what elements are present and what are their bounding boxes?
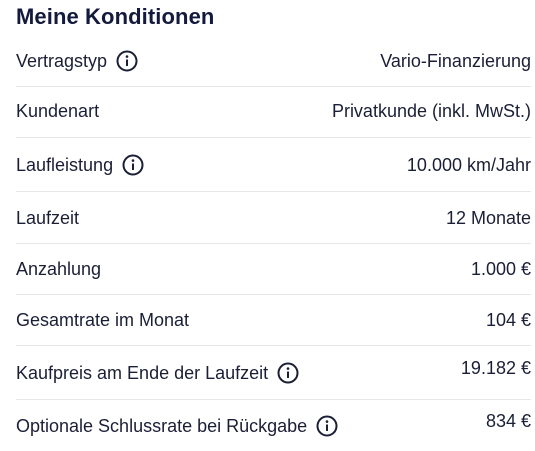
row-label: Kaufpreis am Ende der Laufzeit (16, 362, 269, 383)
condition-row-laufzeit: Laufzeit 12 Monate (16, 204, 531, 232)
condition-row-laufleistung: Laufleistung 10.000 km/Jahr (16, 151, 531, 179)
info-icon[interactable] (316, 415, 338, 437)
info-icon[interactable] (116, 50, 138, 72)
row-value: 104 € (485, 309, 531, 330)
divider (16, 243, 531, 244)
info-icon[interactable] (122, 154, 144, 176)
row-value: 19.182 € (460, 358, 531, 378)
divider (16, 191, 531, 192)
row-value: Privatkunde (inkl. MwSt.) (331, 100, 531, 121)
divider (16, 137, 531, 138)
section-title: Meine Konditionen (16, 4, 215, 29)
row-label: Laufleistung (16, 154, 114, 175)
condition-row-kaufpreis: Kaufpreis am Ende der Laufzeit 19.182 € (16, 358, 531, 388)
row-label: Laufzeit (16, 207, 80, 228)
divider (16, 294, 531, 295)
condition-row-anzahlung: Anzahlung 1.000 € (16, 255, 531, 283)
condition-row-schlussrate: Optionale Schlussrate bei Rückgabe 834 € (16, 411, 531, 441)
divider (16, 399, 531, 400)
condition-row-gesamtrate: Gesamtrate im Monat 104 € (16, 306, 531, 334)
row-value: 834 € (485, 411, 531, 431)
condition-row-vertragstyp: Vertragstyp Vario-Finanzierung (16, 47, 531, 75)
row-label: Gesamtrate im Monat (16, 309, 190, 330)
row-label: Anzahlung (16, 258, 102, 279)
divider (16, 86, 531, 87)
row-label: Optionale Schlussrate bei Rückgabe (16, 415, 308, 436)
row-value: 12 Monate (445, 207, 531, 228)
row-label: Vertragstyp (16, 50, 108, 71)
row-value: 1.000 € (470, 258, 531, 279)
divider (16, 345, 531, 346)
row-label: Kundenart (16, 100, 100, 121)
condition-row-kundenart: Kundenart Privatkunde (inkl. MwSt.) (16, 97, 531, 125)
row-value: 10.000 km/Jahr (406, 154, 531, 175)
info-icon[interactable] (277, 362, 299, 384)
row-value: Vario-Finanzierung (380, 50, 531, 71)
